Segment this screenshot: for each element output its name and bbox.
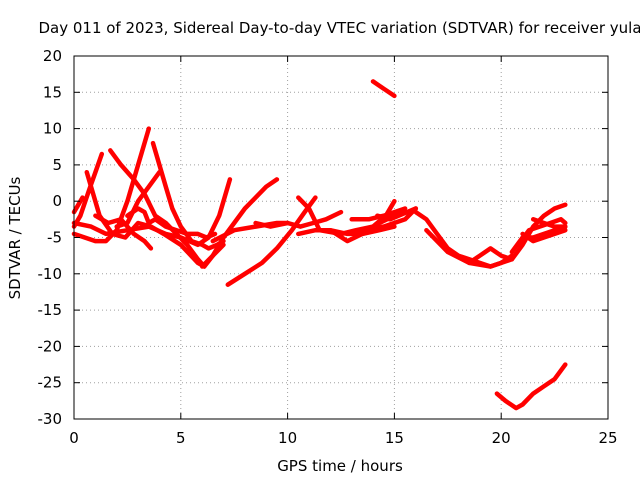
series-arc-6 — [108, 148, 207, 269]
y-tick-label: -20 — [38, 337, 63, 355]
grid — [74, 56, 608, 419]
y-axis: -30 -25 -20 -15 -10 -5 0 5 10 15 20 — [38, 47, 608, 428]
series-arc-21 — [370, 79, 397, 99]
x-tick-label: 20 — [492, 429, 511, 447]
x-tick-label: 0 — [69, 429, 79, 447]
series-arc-8 — [150, 140, 226, 251]
y-tick-label: 15 — [43, 83, 62, 101]
series-group — [71, 79, 568, 411]
y-axis-label: SDTVAR / TECUs — [6, 176, 24, 299]
series-arc-24 — [466, 246, 515, 266]
y-tick-label: -15 — [38, 301, 63, 319]
x-axis-label: GPS time / hours — [277, 457, 403, 475]
x-tick-label: 10 — [278, 429, 297, 447]
series-arc-20 — [338, 198, 397, 237]
series-arc-1 — [71, 151, 105, 229]
series-arc-13 — [225, 195, 318, 287]
x-tick-label: 15 — [385, 429, 404, 447]
series-arc-27 — [520, 227, 568, 244]
y-tick-label: 0 — [52, 192, 62, 210]
x-axis: 0 5 10 15 20 25 — [69, 56, 618, 447]
series-arc-2 — [71, 195, 85, 215]
series-arc-7 — [125, 206, 218, 240]
x-tick-label: 5 — [176, 429, 186, 447]
series-arc-10 — [93, 213, 154, 251]
x-tick-label: 25 — [598, 429, 617, 447]
series-arc-14 — [253, 209, 344, 229]
series-arc-5 — [71, 126, 152, 244]
y-tick-label: 5 — [52, 156, 62, 174]
y-tick-label: -5 — [47, 229, 62, 247]
y-tick-label: 10 — [43, 120, 62, 138]
series-arc-28 — [530, 217, 568, 229]
y-tick-label: -10 — [38, 265, 63, 283]
series-arc-12 — [199, 177, 280, 269]
y-tick-label: 20 — [43, 47, 62, 65]
y-tick-label: -25 — [38, 374, 63, 392]
y-tick-label: -30 — [38, 410, 63, 428]
series-arc-23 — [424, 227, 515, 269]
series-arc-29 — [494, 362, 568, 411]
chart-title: Day 011 of 2023, Sidereal Day-to-day VTE… — [38, 19, 640, 37]
